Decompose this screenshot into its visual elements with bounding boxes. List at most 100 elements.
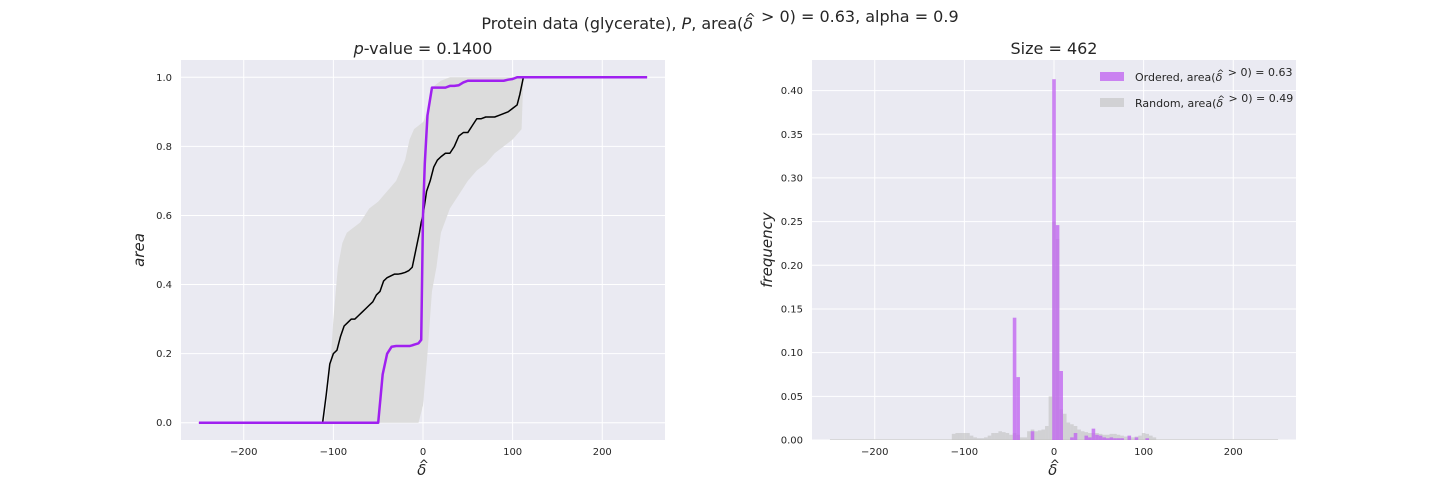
y-tick-label: 0.40 [781,86,803,97]
random-bar [1009,434,1013,440]
random-bar [980,438,985,440]
histogram-panel: −200 −100 0 100 200 0.00 0.05 0.10 0.15 0.20 0.25 0… [758,39,1296,479]
random-bar [1077,429,1081,440]
random-bar [1116,434,1121,440]
random-bar [966,433,970,440]
legend-swatch [1100,72,1124,81]
y-axis-label: area [130,233,148,267]
y-tick-label: 0.4 [156,280,172,291]
cdf-panel: −200 −100 0 100 200 0.0 0.2 0.4 0.6 0.8 1.0 p-value… [130,39,665,479]
random-bar [1002,432,1006,440]
random-bar [955,433,959,440]
x-tick-label: −100 [951,447,978,458]
panel-title: Size = 462 [1011,39,1098,58]
x-tick-label: 100 [1134,447,1153,458]
random-bar [1123,436,1128,440]
random-bar [969,435,974,440]
ordered-bar [1052,79,1056,440]
legend-entry: Ordered, area(δ^ > 0) = 0.63 [1135,66,1292,84]
random-bar [958,433,963,440]
random-bar [1080,431,1085,440]
random-bar [994,433,999,440]
ordered-bar [1102,437,1106,440]
ordered-bar [1116,438,1121,440]
random-bar [1045,426,1049,440]
random-bar [1041,429,1046,440]
y-tick-label: 0.10 [781,348,803,359]
panel-title: p-value = 0.1400 [353,39,493,58]
random-bar [1113,433,1117,440]
x-tick-label: 0 [1051,447,1057,458]
random-bar [998,431,1003,440]
random-bar [1120,435,1124,440]
ordered-bar [1134,437,1139,440]
random-bar [962,433,967,440]
y-tick-label: 0.8 [156,142,172,153]
figure-suptitle: Protein data (glycerate), P, area(δ^ > 0… [481,7,958,33]
random-bar [1088,433,1092,440]
x-tick-label: 200 [1224,447,1243,458]
x-tick-label: 100 [503,447,522,458]
random-bar [987,435,992,440]
random-bar [1149,435,1153,440]
ordered-bar [1030,431,1035,440]
x-tick-label: −200 [861,447,888,458]
random-bar [1037,430,1042,440]
ordered-bar [1073,433,1078,440]
ordered-bar [1084,435,1089,440]
random-bar [984,437,988,440]
random-bar [1048,396,1053,440]
ordered-bar [1070,437,1074,440]
ordered-bar [1145,438,1150,440]
random-bar [991,433,995,440]
y-tick-label: 0.0 [156,418,172,429]
legend-swatch [1100,98,1124,107]
y-tick-label: 0.15 [781,304,803,315]
ordered-bar [1113,438,1117,440]
random-bar [1034,431,1038,440]
x-tick-label: 0 [420,447,426,458]
y-tick-label: 0.30 [781,173,803,184]
ordered-bar [1055,225,1060,440]
x-tick-label: 200 [593,447,612,458]
y-tick-label: 1.0 [156,73,172,84]
random-bar [1027,431,1031,440]
ordered-bar [1109,437,1114,440]
random-bar [1062,413,1067,440]
random-bar [976,438,981,440]
x-axis-label: δ^ [417,457,429,479]
ordered-line [198,76,648,424]
ordered-bar [1098,435,1103,440]
random-bar [1109,433,1114,440]
x-tick-label: −100 [320,447,347,458]
ordered-bar [1016,377,1020,440]
random-bar [1131,437,1135,440]
x-axis-label: δ^ [1048,457,1060,479]
random-bar [1152,437,1157,440]
random-mean-line [198,76,648,424]
random-bar [1019,437,1024,440]
random-bar [1141,433,1146,440]
ordered-bar [1120,438,1124,440]
y-tick-label: 0.6 [156,211,172,222]
y-tick-label: 0.35 [781,130,803,141]
y-tick-label: 0.20 [781,261,803,272]
legend-entry: Random, area(δ^ > 0) = 0.49 [1135,92,1293,110]
y-axis-label: frequency [758,211,776,288]
random-bar [1066,422,1071,440]
ordered-bar [1095,434,1099,440]
x-tick-label: −200 [230,447,257,458]
y-tick-label: 0.25 [781,217,803,228]
random-bar [1070,424,1074,440]
random-bar [973,437,977,440]
random-bar [1023,437,1028,440]
ordered-bar [1091,428,1096,440]
y-tick-label: 0.05 [781,392,803,403]
ordered-bar [1088,437,1092,440]
y-tick-label: 0.2 [156,349,172,360]
random-bar [1005,433,1010,440]
y-tick-label: 0.00 [781,436,803,447]
random-bar [1138,435,1142,440]
random-bar [1105,434,1110,440]
